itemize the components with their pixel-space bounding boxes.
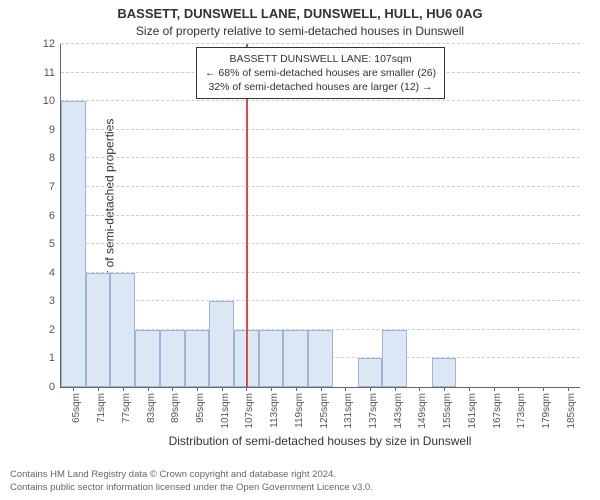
x-tick-label: 125sqm xyxy=(319,393,330,429)
x-tick xyxy=(172,387,173,391)
histogram-bar xyxy=(185,330,210,387)
gridline-h xyxy=(61,215,580,216)
histogram-bar xyxy=(160,330,185,387)
x-tick xyxy=(271,387,272,391)
x-tick-label: 95sqm xyxy=(195,393,206,423)
x-tick xyxy=(494,387,495,391)
x-tick xyxy=(419,387,420,391)
x-tick-label: 77sqm xyxy=(121,393,132,423)
histogram-bar xyxy=(110,273,135,387)
x-tick-label: 173sqm xyxy=(516,393,527,429)
x-tick xyxy=(98,387,99,391)
gridline-h xyxy=(61,272,580,273)
y-tick-label: 12 xyxy=(43,38,61,50)
histogram-bar xyxy=(135,330,160,387)
y-tick-label: 3 xyxy=(49,295,61,307)
gridline-h xyxy=(61,300,580,301)
chart-subtitle: Size of property relative to semi-detach… xyxy=(0,24,600,38)
x-tick-label: 143sqm xyxy=(393,393,404,429)
x-tick xyxy=(123,387,124,391)
gridline-h xyxy=(61,243,580,244)
x-tick xyxy=(321,387,322,391)
gridline-h xyxy=(61,43,580,44)
histogram-bar xyxy=(61,101,86,387)
x-tick-label: 107sqm xyxy=(244,393,255,429)
x-axis-label: Distribution of semi-detached houses by … xyxy=(60,434,580,448)
x-tick xyxy=(222,387,223,391)
x-tick-label: 71sqm xyxy=(96,393,107,423)
gridline-h xyxy=(61,186,580,187)
histogram-bar xyxy=(308,330,333,387)
gridline-h xyxy=(61,157,580,158)
y-tick-label: 4 xyxy=(49,267,61,279)
footer-line-2: Contains public sector information licen… xyxy=(10,482,373,494)
histogram-bar xyxy=(382,330,407,387)
y-tick-label: 7 xyxy=(49,181,61,193)
chart-title: BASSETT, DUNSWELL LANE, DUNSWELL, HULL, … xyxy=(0,6,600,21)
annotation-line: 32% of semi-detached houses are larger (… xyxy=(205,80,436,94)
x-tick xyxy=(543,387,544,391)
x-tick-label: 155sqm xyxy=(442,393,453,429)
x-tick-label: 119sqm xyxy=(294,393,305,428)
y-tick-label: 9 xyxy=(49,124,61,136)
footer-line-1: Contains HM Land Registry data © Crown c… xyxy=(10,469,373,481)
x-tick xyxy=(296,387,297,391)
x-tick xyxy=(197,387,198,391)
histogram-bar xyxy=(358,358,383,387)
figure: BASSETT, DUNSWELL LANE, DUNSWELL, HULL, … xyxy=(0,0,600,500)
x-tick xyxy=(568,387,569,391)
x-tick-label: 137sqm xyxy=(368,393,379,429)
x-tick-label: 83sqm xyxy=(146,393,157,423)
x-tick-label: 101sqm xyxy=(220,393,231,429)
x-tick-label: 185sqm xyxy=(566,393,577,429)
x-tick xyxy=(395,387,396,391)
y-tick-label: 5 xyxy=(49,238,61,250)
histogram-bar xyxy=(432,358,457,387)
x-tick-label: 167sqm xyxy=(492,393,503,429)
x-tick-label: 179sqm xyxy=(541,393,552,429)
y-tick-label: 10 xyxy=(43,95,61,107)
y-tick-label: 1 xyxy=(49,352,61,364)
y-tick-label: 2 xyxy=(49,324,61,336)
x-tick xyxy=(148,387,149,391)
x-tick xyxy=(73,387,74,391)
gridline-h xyxy=(61,100,580,101)
gridline-h xyxy=(61,129,580,130)
y-tick-label: 8 xyxy=(49,152,61,164)
histogram-bar xyxy=(86,273,111,387)
histogram-bar xyxy=(283,330,308,387)
y-tick-label: 6 xyxy=(49,210,61,222)
x-tick xyxy=(444,387,445,391)
x-tick xyxy=(345,387,346,391)
x-tick-label: 113sqm xyxy=(269,393,280,428)
x-tick-label: 89sqm xyxy=(170,393,181,423)
x-tick-label: 149sqm xyxy=(417,393,428,429)
x-tick xyxy=(518,387,519,391)
y-tick-label: 11 xyxy=(44,67,61,79)
footer-attribution: Contains HM Land Registry data © Crown c… xyxy=(10,469,373,494)
annotation-line: BASSETT DUNSWELL LANE: 107sqm xyxy=(205,52,436,66)
x-tick xyxy=(370,387,371,391)
x-tick-label: 161sqm xyxy=(467,393,478,429)
x-tick xyxy=(469,387,470,391)
annotation-line: ← 68% of semi-detached houses are smalle… xyxy=(205,66,436,80)
x-tick-label: 65sqm xyxy=(71,393,82,423)
annotation-box: BASSETT DUNSWELL LANE: 107sqm← 68% of se… xyxy=(196,47,445,100)
histogram-bar xyxy=(209,301,234,387)
plot-area: 0123456789101112BASSETT DUNSWELL LANE: 1… xyxy=(60,44,580,388)
x-tick-label: 131sqm xyxy=(343,393,354,429)
histogram-bar xyxy=(259,330,284,387)
x-tick xyxy=(246,387,247,391)
y-tick-label: 0 xyxy=(49,381,61,393)
